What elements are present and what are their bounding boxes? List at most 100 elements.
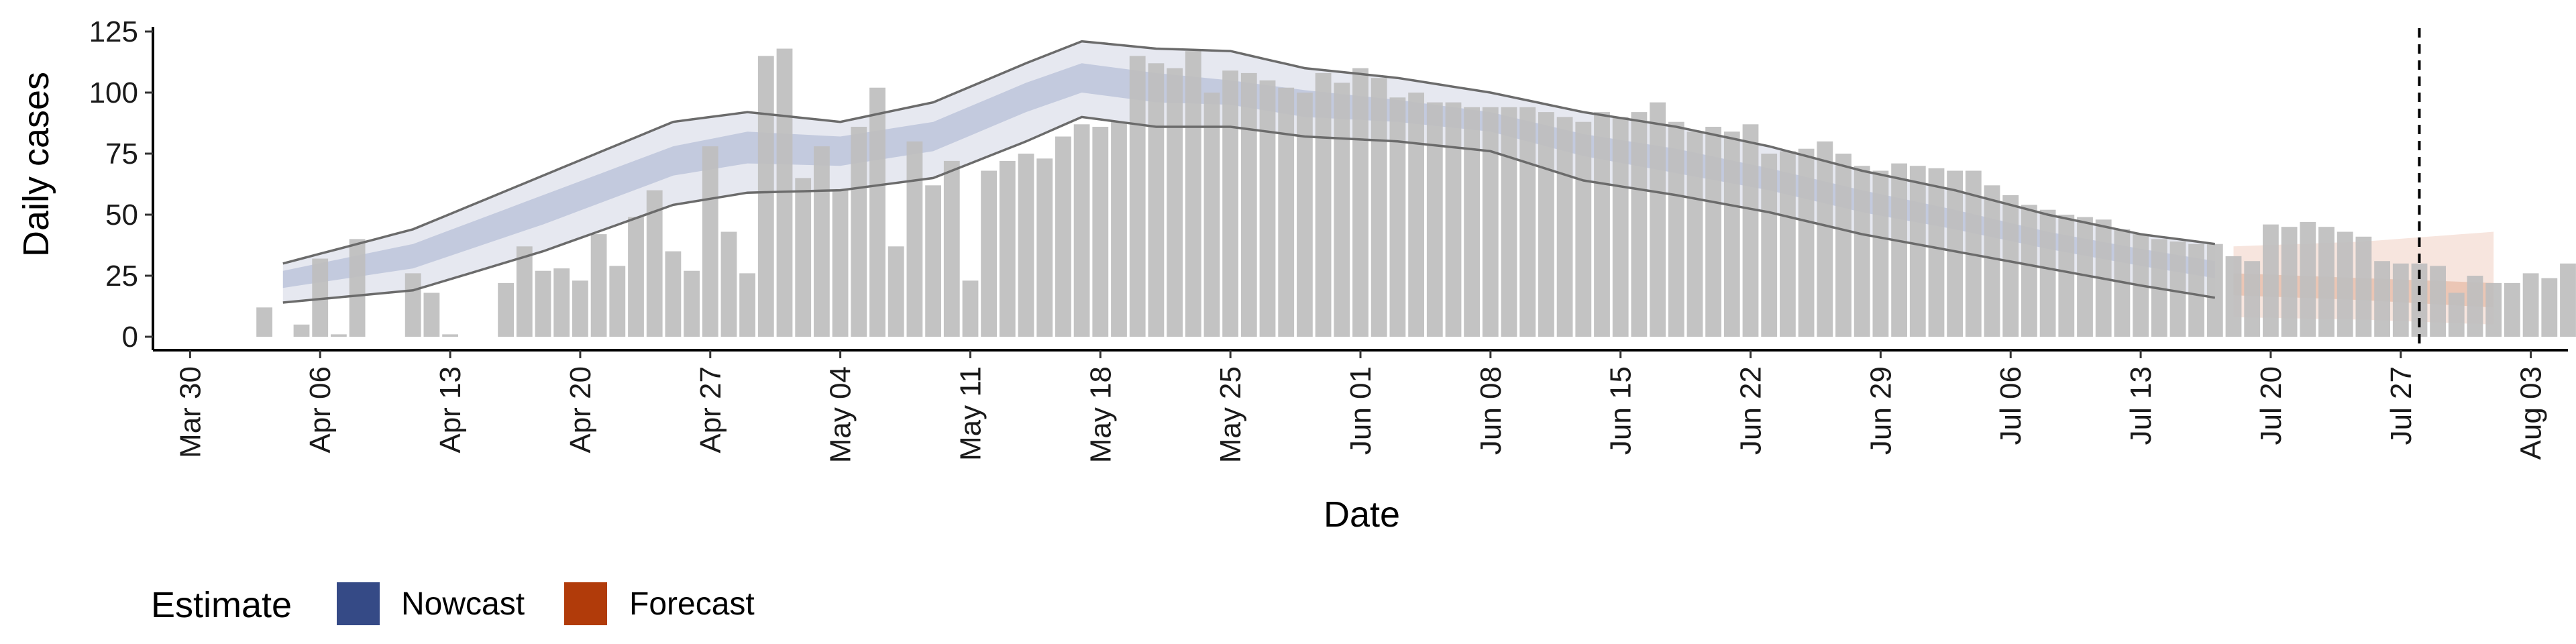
case-bar xyxy=(2430,266,2446,337)
case-bar xyxy=(2411,263,2428,337)
case-bar xyxy=(1538,112,1554,337)
case-bar xyxy=(609,266,626,337)
case-bar xyxy=(2169,241,2186,337)
x-tick-label: Jul 20 xyxy=(2255,366,2288,445)
case-bar xyxy=(1668,121,1684,337)
case-bar xyxy=(1203,93,1220,337)
case-bar xyxy=(2448,292,2465,337)
case-bar xyxy=(1909,166,1926,337)
case-bar xyxy=(1891,163,1907,337)
case-bar xyxy=(1259,80,1276,337)
case-bar xyxy=(590,234,607,337)
x-axis-title: Date xyxy=(1324,494,1400,535)
x-tick-label: Jun 29 xyxy=(1864,366,1897,455)
case-bar xyxy=(331,334,347,337)
legend-key-nowcast xyxy=(337,582,380,625)
case-bar xyxy=(888,246,904,337)
y-tick-label: 0 xyxy=(122,321,138,354)
case-bar xyxy=(869,87,885,337)
case-bar xyxy=(2188,244,2204,337)
case-bar xyxy=(795,178,812,337)
case-bar xyxy=(1240,72,1257,337)
x-tick-label: Aug 03 xyxy=(2515,366,2548,460)
case-bar xyxy=(1594,112,1610,337)
x-tick-label: Jul 13 xyxy=(2125,366,2157,445)
case-bar xyxy=(1817,141,1833,337)
case-bar xyxy=(1092,127,1109,337)
case-bar xyxy=(1650,102,1666,337)
case-bar xyxy=(2225,256,2242,337)
case-bar xyxy=(684,270,700,337)
axes: 0 25 50 75 100 125 Mar 30 Apr 06 Apr 13 Apr 20 Apr… xyxy=(89,15,2568,463)
case-bar xyxy=(1073,124,1090,337)
case-bar xyxy=(2244,261,2261,337)
case-bar xyxy=(1408,93,1424,337)
y-tick-label: 50 xyxy=(105,199,138,231)
case-bar xyxy=(2318,227,2334,337)
case-bar xyxy=(1222,70,1238,337)
case-bar xyxy=(1297,93,1313,337)
case-bar xyxy=(646,190,663,337)
case-bar xyxy=(349,239,366,337)
case-bar xyxy=(1501,107,1517,337)
case-bar xyxy=(1556,117,1573,337)
case-bar xyxy=(312,258,329,337)
case-bar xyxy=(1445,102,1462,337)
case-bar xyxy=(1575,121,1592,337)
case-bar xyxy=(2337,231,2353,337)
case-bar xyxy=(1928,168,1945,337)
case-bar xyxy=(1798,148,1815,337)
x-tick-label: May 04 xyxy=(824,366,857,463)
case-bar xyxy=(739,273,755,337)
case-bar xyxy=(1315,72,1332,337)
case-bar xyxy=(832,190,849,337)
case-bar xyxy=(1055,136,1071,337)
nowcast-lower-line xyxy=(282,115,2216,304)
case-bar xyxy=(2522,273,2539,337)
case-bar xyxy=(1185,51,1201,337)
x-tick-label: Jul 06 xyxy=(1994,366,2027,445)
case-bar xyxy=(925,185,941,337)
case-bar xyxy=(2002,195,2019,337)
y-tick-label: 125 xyxy=(89,15,138,48)
x-tick-label: Jun 22 xyxy=(1735,366,1768,455)
x-tick-label: Apr 20 xyxy=(564,366,597,453)
case-bar xyxy=(2206,244,2223,337)
case-bar xyxy=(1371,78,1387,337)
case-bar xyxy=(999,160,1016,337)
x-tick-label: May 18 xyxy=(1084,366,1117,463)
case-bar xyxy=(2021,205,2037,337)
case-bar xyxy=(2467,276,2483,337)
case-bar xyxy=(981,170,997,337)
case-bar xyxy=(2560,263,2576,337)
x-tick-label: Mar 30 xyxy=(174,366,207,458)
case-bar xyxy=(1389,97,1406,337)
case-bar xyxy=(1426,102,1443,337)
case-bar xyxy=(1036,158,1053,337)
case-bar xyxy=(943,160,960,337)
case-bar xyxy=(1482,107,1499,337)
case-bar xyxy=(757,56,774,337)
legend-key-forecast xyxy=(564,582,607,625)
case-bar xyxy=(2263,224,2279,337)
case-bar xyxy=(1018,154,1034,337)
x-tick-label: Apr 06 xyxy=(304,366,337,453)
case-bar xyxy=(962,280,979,337)
legend-title: Estimate xyxy=(151,585,292,625)
case-bar xyxy=(1519,107,1536,337)
y-tick-label: 75 xyxy=(105,138,138,170)
case-bar xyxy=(1352,68,1368,337)
x-tick-label: May 11 xyxy=(955,366,987,461)
case-bar xyxy=(665,251,682,337)
y-tick-label: 100 xyxy=(89,76,138,109)
x-tick-label: Jun 08 xyxy=(1474,366,1507,455)
case-bar xyxy=(293,324,310,337)
x-tick-label: Apr 13 xyxy=(434,366,467,453)
case-bar xyxy=(442,334,458,337)
case-bar xyxy=(1872,170,1889,337)
case-bar xyxy=(1464,107,1480,337)
case-bar xyxy=(405,273,421,337)
case-bar xyxy=(1984,185,2000,337)
